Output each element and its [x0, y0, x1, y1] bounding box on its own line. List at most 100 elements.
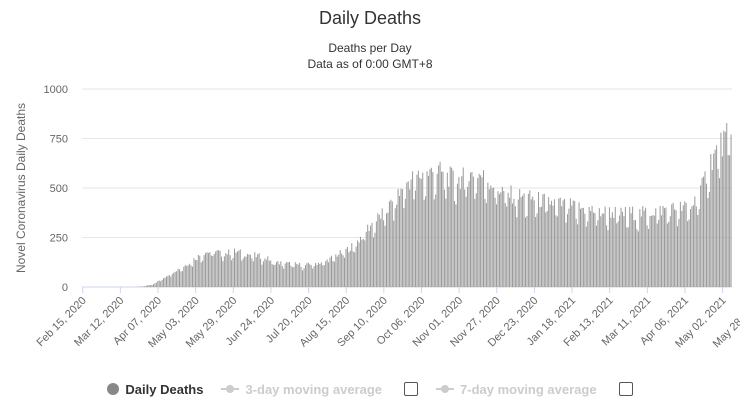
bar[interactable]	[145, 285, 147, 287]
bar[interactable]	[659, 205, 661, 287]
bar[interactable]	[452, 170, 454, 287]
bar[interactable]	[362, 239, 364, 287]
bar[interactable]	[429, 169, 431, 287]
bar[interactable]	[517, 199, 519, 287]
bar[interactable]	[219, 250, 221, 287]
bar[interactable]	[721, 156, 723, 287]
bar[interactable]	[674, 209, 676, 287]
bar[interactable]	[328, 262, 330, 287]
bar[interactable]	[504, 203, 506, 287]
bar[interactable]	[455, 204, 457, 287]
bar[interactable]	[578, 202, 580, 287]
bar[interactable]	[426, 171, 428, 287]
bar[interactable]	[566, 214, 568, 287]
bar[interactable]	[587, 221, 589, 288]
bar[interactable]	[649, 215, 651, 287]
bar[interactable]	[147, 285, 149, 287]
bar[interactable]	[611, 212, 613, 287]
bar[interactable]	[225, 253, 227, 287]
bar[interactable]	[262, 261, 264, 287]
bar[interactable]	[372, 237, 374, 287]
bar[interactable]	[594, 213, 596, 287]
bar[interactable]	[620, 207, 622, 287]
bar[interactable]	[684, 201, 686, 287]
bar[interactable]	[714, 149, 716, 287]
bar[interactable]	[481, 177, 483, 287]
bar[interactable]	[475, 193, 477, 287]
bar[interactable]	[713, 153, 715, 287]
bar[interactable]	[533, 200, 535, 287]
bar[interactable]	[435, 194, 437, 287]
bar[interactable]	[606, 225, 608, 287]
bar[interactable]	[474, 198, 476, 287]
bar[interactable]	[439, 161, 441, 287]
bar[interactable]	[239, 249, 241, 287]
bar[interactable]	[297, 264, 299, 287]
bar[interactable]	[163, 278, 165, 287]
bar[interactable]	[371, 222, 373, 287]
bar[interactable]	[532, 196, 534, 287]
bar[interactable]	[355, 246, 357, 287]
bar[interactable]	[672, 202, 674, 287]
bar[interactable]	[176, 271, 178, 287]
bar[interactable]	[493, 187, 495, 287]
bar[interactable]	[600, 216, 602, 287]
bar[interactable]	[704, 171, 706, 287]
bar[interactable]	[584, 213, 586, 287]
legend-item-3-day-average[interactable]: 3-day moving average	[221, 382, 419, 397]
bar[interactable]	[549, 204, 551, 287]
bar[interactable]	[536, 213, 538, 287]
bar[interactable]	[487, 182, 489, 287]
bar[interactable]	[316, 264, 318, 287]
bar[interactable]	[283, 268, 285, 287]
bar[interactable]	[289, 261, 291, 287]
bar[interactable]	[345, 248, 347, 287]
bar[interactable]	[399, 195, 401, 287]
bar[interactable]	[642, 206, 644, 287]
bar[interactable]	[317, 262, 319, 287]
bar[interactable]	[255, 257, 257, 287]
bar[interactable]	[663, 208, 665, 287]
bar[interactable]	[653, 215, 655, 287]
bar[interactable]	[711, 170, 713, 287]
bar[interactable]	[681, 210, 683, 287]
bar[interactable]	[386, 213, 388, 287]
bar[interactable]	[527, 193, 529, 287]
bar[interactable]	[183, 266, 185, 287]
bar[interactable]	[247, 253, 249, 287]
bar[interactable]	[299, 262, 301, 287]
bar[interactable]	[459, 189, 461, 287]
bar[interactable]	[626, 227, 628, 287]
bar[interactable]	[568, 208, 570, 287]
bar[interactable]	[338, 254, 340, 287]
bar[interactable]	[359, 236, 361, 287]
bar[interactable]	[604, 206, 606, 287]
bar[interactable]	[726, 123, 728, 287]
bar[interactable]	[186, 265, 188, 287]
bar[interactable]	[656, 223, 658, 287]
bar[interactable]	[287, 262, 289, 287]
bar[interactable]	[294, 262, 296, 287]
bar[interactable]	[710, 154, 712, 287]
bar[interactable]	[248, 254, 250, 287]
bar[interactable]	[685, 203, 687, 287]
bar[interactable]	[236, 251, 238, 287]
bar[interactable]	[676, 226, 678, 287]
bar[interactable]	[471, 171, 473, 287]
bar[interactable]	[538, 191, 540, 287]
bar[interactable]	[190, 265, 192, 287]
bar[interactable]	[595, 225, 597, 287]
bar[interactable]	[432, 172, 434, 287]
bar[interactable]	[698, 209, 700, 287]
bar[interactable]	[171, 274, 173, 287]
bar[interactable]	[503, 191, 505, 287]
bar[interactable]	[623, 216, 625, 287]
bar[interactable]	[633, 220, 635, 287]
bar[interactable]	[401, 189, 403, 287]
bar[interactable]	[613, 217, 615, 287]
bar[interactable]	[177, 268, 179, 287]
bar[interactable]	[621, 211, 623, 287]
bar[interactable]	[209, 252, 211, 287]
bar[interactable]	[632, 206, 634, 287]
bar[interactable]	[368, 230, 370, 287]
